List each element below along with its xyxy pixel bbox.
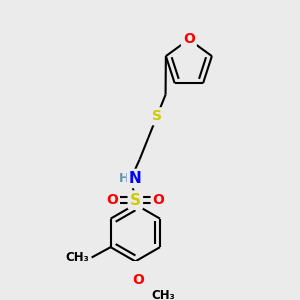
Text: O: O — [106, 193, 118, 207]
Text: CH₃: CH₃ — [152, 290, 176, 300]
Text: O: O — [153, 193, 165, 207]
Text: O: O — [183, 32, 195, 46]
Text: O: O — [132, 273, 144, 287]
Text: S: S — [152, 109, 162, 123]
Text: H: H — [119, 172, 129, 185]
Text: S: S — [130, 193, 141, 208]
Text: CH₃: CH₃ — [65, 251, 89, 264]
Text: N: N — [129, 171, 142, 186]
